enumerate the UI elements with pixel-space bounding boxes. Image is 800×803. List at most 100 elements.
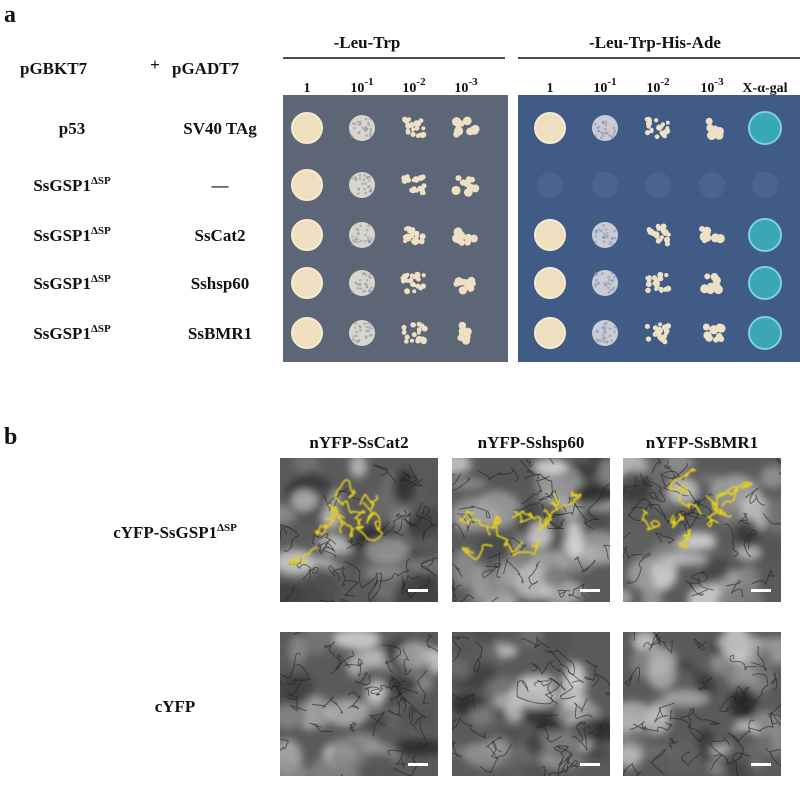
- colony: [704, 273, 711, 280]
- grain: [365, 228, 369, 232]
- yfp-signal: [511, 539, 540, 557]
- grain: [360, 239, 363, 243]
- grain: [361, 182, 365, 186]
- cell-shade: [505, 466, 539, 490]
- label-base: SsGSP1: [33, 274, 91, 293]
- cell-wall: [729, 654, 757, 671]
- cell-wall: [354, 672, 372, 686]
- cell-wall: [584, 659, 598, 682]
- grain: [603, 283, 607, 287]
- grain: [602, 224, 606, 227]
- colony: [592, 115, 618, 141]
- grain: [369, 130, 372, 134]
- cell-wall: [312, 696, 344, 714]
- grain: [356, 286, 360, 290]
- colony: [665, 126, 670, 131]
- grain: [603, 330, 606, 334]
- cell-shade: [468, 705, 495, 728]
- cell-wall: [767, 711, 781, 726]
- cell-wall: [697, 676, 713, 691]
- colony: [402, 329, 407, 334]
- cell-wall: [347, 692, 361, 710]
- cell-wall: [693, 638, 707, 651]
- colony: [402, 116, 408, 122]
- grain: [594, 285, 598, 288]
- colony: [421, 325, 428, 332]
- colony: [404, 288, 411, 295]
- colony: [291, 219, 323, 251]
- colony: [534, 267, 566, 299]
- row-label: cYFP: [155, 697, 196, 716]
- no-growth: [645, 172, 671, 198]
- cell-shade: [425, 483, 438, 497]
- cell-wall: [342, 580, 360, 597]
- colony-spot: [644, 322, 672, 345]
- cell-wall: [513, 493, 553, 511]
- cell-wall: [644, 721, 673, 732]
- xgal-spot: [748, 316, 782, 350]
- colony: [419, 233, 426, 240]
- scale-bar: [580, 589, 600, 592]
- no-growth: [752, 172, 778, 198]
- colony: [349, 172, 375, 198]
- cell-wall: [393, 755, 419, 776]
- cell-shade: [476, 533, 512, 561]
- cell-wall: [649, 490, 666, 503]
- grain: [357, 232, 360, 236]
- colony: [644, 130, 651, 136]
- grain: [602, 120, 605, 124]
- label-base: 10: [350, 81, 364, 96]
- cell-wall: [343, 657, 363, 677]
- colony-spot: [645, 172, 671, 198]
- texture: [452, 632, 610, 776]
- colony: [716, 323, 726, 333]
- colony: [645, 281, 652, 288]
- colony-spot: [451, 175, 480, 197]
- grain: [601, 337, 604, 341]
- cell-wall: [400, 472, 424, 487]
- colony: [291, 169, 323, 201]
- grain: [364, 182, 368, 185]
- grain: [602, 240, 606, 243]
- grain: [354, 322, 357, 325]
- grain: [594, 235, 598, 238]
- cell-wall: [379, 559, 410, 582]
- grain: [596, 339, 600, 343]
- grain: [357, 240, 360, 244]
- cell-wall: [452, 636, 469, 662]
- colony: [647, 275, 652, 280]
- colony: [463, 336, 470, 343]
- colony-spot: [349, 222, 375, 248]
- colony: [662, 134, 667, 139]
- cell-wall: [473, 641, 483, 673]
- colony: [421, 273, 426, 278]
- cell-shade: [762, 497, 781, 535]
- cell-shade: [367, 680, 388, 704]
- cell-wall: [367, 572, 383, 602]
- grain: [352, 335, 356, 338]
- colony-spot: [699, 225, 725, 244]
- grain: [609, 282, 612, 286]
- cell-wall: [520, 475, 550, 505]
- cell-wall: [725, 579, 744, 598]
- yfp-signal: [314, 517, 336, 536]
- label-base: p53: [59, 119, 85, 138]
- grain: [613, 275, 616, 279]
- colony: [665, 120, 670, 125]
- colony: [421, 284, 426, 289]
- micrograph: [452, 458, 610, 602]
- label-sup: -1: [607, 76, 616, 88]
- cell-wall: [312, 533, 337, 545]
- no-growth: [699, 172, 725, 198]
- grain: [369, 132, 372, 136]
- cell-shade: [503, 760, 548, 776]
- cell-wall: [528, 560, 541, 590]
- colony: [712, 336, 719, 343]
- grain: [350, 135, 354, 138]
- colony: [534, 112, 566, 144]
- label-sup: ΔSP: [91, 323, 111, 335]
- cell-shade: [642, 754, 674, 770]
- label-sup: -1: [364, 76, 373, 88]
- cell-wall: [680, 707, 702, 742]
- cell-wall: [557, 745, 573, 766]
